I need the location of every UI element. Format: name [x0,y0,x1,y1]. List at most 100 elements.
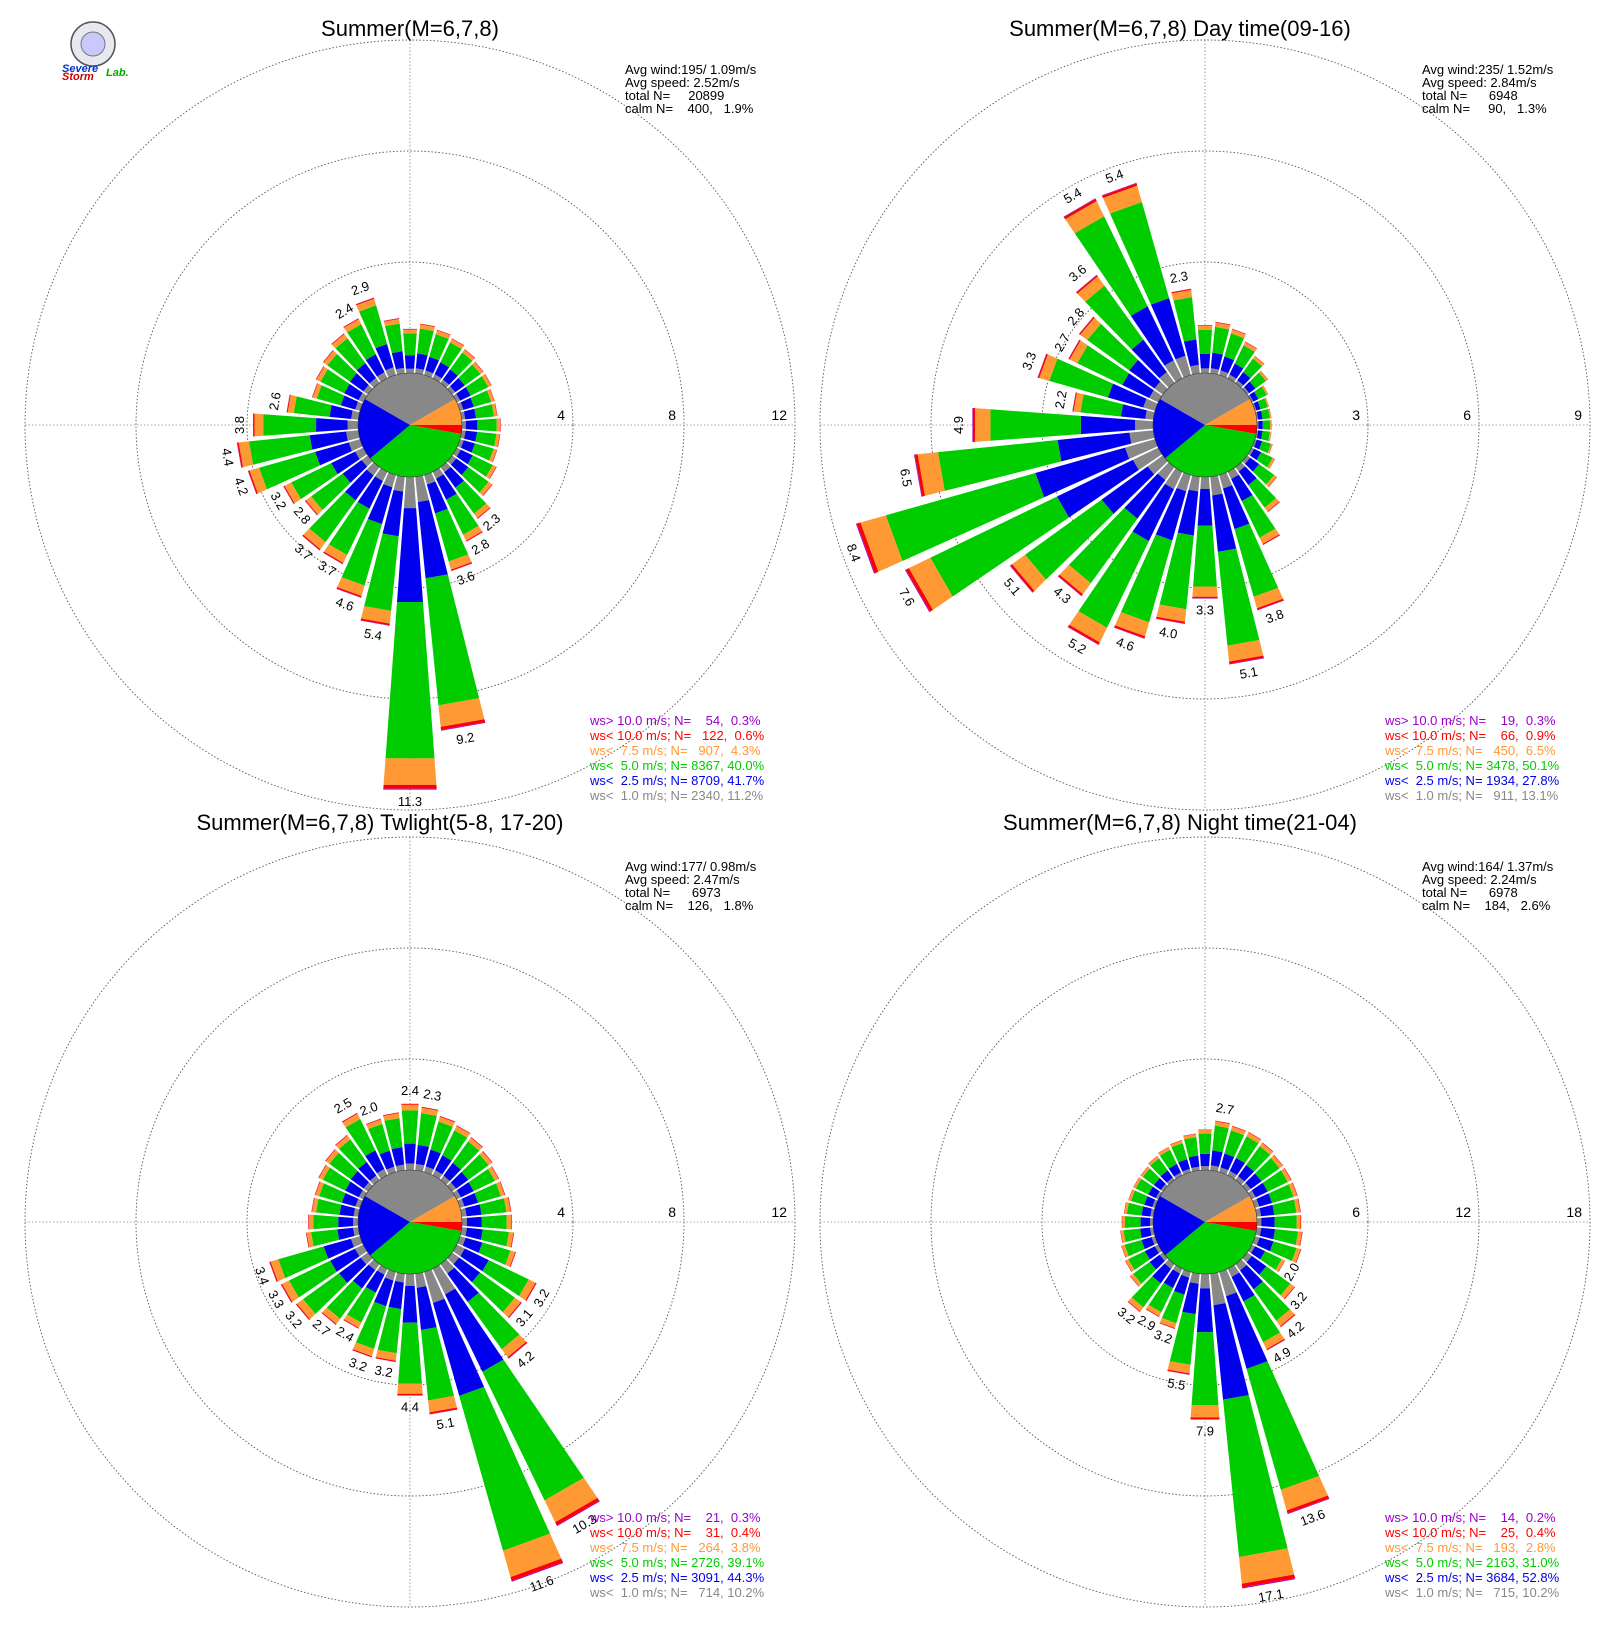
bar-30-lt10 [1248,1132,1262,1140]
bar-90-lt2_5 [465,420,478,430]
bar-230-gt10 [304,500,318,516]
bar-150-lt2_5 [1231,474,1253,502]
bar-190-lt7_5 [1156,604,1187,622]
bar-350-lt10 [382,1112,399,1116]
bar-330-lt1 [1164,360,1183,382]
bar-value-label: 5.5 [1166,1375,1186,1393]
bar-40-lt1 [1235,1176,1245,1185]
bar-350-lt10 [383,318,400,322]
bar-230-lt10 [296,1303,311,1320]
bar-100-lt5 [475,431,497,447]
bar-140-lt10 [507,1341,528,1359]
bar-value-label: 5.1 [1238,664,1258,682]
bar-220-lt5 [1068,507,1138,584]
bar-140-lt7_5 [501,1334,527,1358]
bar-310-lt1 [363,1182,373,1192]
bar-270-lt10 [253,413,255,437]
bar-10-lt5 [1212,1125,1229,1153]
bar-220-lt1 [1164,1259,1175,1269]
bar-250-gt10 [855,523,875,574]
bar-70-gt10 [490,388,495,402]
bar-value-label: 3.2 [347,1354,369,1374]
bar-value-label: 3.8 [232,416,247,434]
bar-240-lt1 [1154,1244,1162,1254]
bar-50-gt10 [1260,370,1269,380]
bar-50-lt7_5 [1258,370,1268,381]
hub-outline [1152,1169,1258,1275]
bar-260-lt1 [353,1227,360,1237]
bar-340-gt10 [1101,182,1137,196]
bar-270-lt2_5 [338,1216,354,1228]
bar-330-lt10 [1063,198,1097,220]
bar-210-lt10 [343,1319,359,1329]
bar-170-lt7_5 [428,1395,457,1413]
legend-entry-lt7_5: ws< 7.5 m/s; N= 193, 2.8% [1384,1540,1556,1555]
bar-240-gt10 [905,569,931,613]
bar-270-lt5 [1124,1216,1141,1228]
bar-120-lt10 [1278,1260,1286,1272]
bar-280-lt2_5 [1141,1206,1152,1217]
bar-330-lt5 [1074,216,1148,316]
bar-350-gt10 [1171,288,1192,293]
bar-220-lt10 [302,534,321,551]
bar-70-gt10 [500,1181,506,1196]
bar-100-gt10 [497,434,501,448]
bar-60-lt2_5 [456,387,471,401]
ring-label: 6 [1352,1204,1360,1220]
bar-120-lt7_5 [1267,457,1275,469]
bar-330-lt1 [1174,1172,1183,1179]
bar-170-lt2_5 [1213,1303,1249,1400]
bar-30-gt10 [1245,341,1258,349]
bar-140-lt2_5 [447,1267,479,1302]
bar-50-lt2_5 [450,377,465,393]
bar-320-gt10 [1075,274,1097,293]
bar-40-lt5 [1243,358,1263,379]
bar-230-lt7_5 [296,1299,316,1320]
bar-70-lt10 [499,1181,506,1196]
bar-200-gt10 [1159,1323,1175,1329]
bar-180-lt5 [1193,525,1217,587]
bar-250-lt5 [259,451,321,490]
bar-value-label: 3.2 [1152,1327,1174,1347]
bar-170-lt10 [1229,655,1264,664]
bar-40-lt2_5 [1237,372,1251,386]
stat-line: Avg wind:164/ 1.37m/s [1422,859,1554,874]
bar-20-lt5 [430,1121,453,1154]
bar-100-lt7_5 [1295,1231,1303,1246]
bar-50-lt2_5 [1245,1173,1262,1189]
bar-120-gt10 [1278,1260,1286,1273]
bar-350-lt5 [384,323,403,354]
bar-210-lt5 [1148,1282,1174,1313]
bar-290-lt5 [319,1183,346,1203]
bar-310-lt10 [1140,1166,1149,1176]
panel-title: Summer(M=6,7,8) [321,16,499,41]
bar-330-lt2_5 [365,1150,385,1174]
bar-120-lt7_5 [486,465,497,479]
ring-label: 3 [1352,407,1360,423]
bar-100-lt7_5 [494,433,500,448]
bar-160-lt1 [424,472,436,485]
bar-280-lt10 [311,1197,315,1213]
bar-90-lt10 [510,1214,512,1230]
bar-70-lt10 [1265,397,1270,407]
bar-250-gt10 [247,470,257,495]
ring-label: 4 [557,1204,565,1220]
bar-310-gt10 [322,350,334,363]
bar-150-lt10 [1266,1338,1286,1351]
bar-60-lt5 [465,376,489,396]
bar-110-lt1 [457,439,464,448]
bar-0-lt2_5 [1199,1153,1211,1167]
bar-0-lt5 [1198,1133,1212,1154]
bar-120-gt10 [489,466,497,480]
bar-310-lt5 [1142,1168,1160,1186]
bar-290-lt7_5 [1039,354,1058,381]
hub-slice-lt5 [370,425,462,477]
bar-70-lt5 [1257,398,1268,410]
bar-280-lt5 [293,396,332,417]
bar-230-lt5 [311,473,351,511]
bar-150-lt2_5 [1231,1272,1255,1302]
ring-label: 4 [557,407,565,423]
bar-220-lt10 [1058,574,1083,596]
bar-value-label: 2.8 [469,536,492,558]
bar-value-label: 4.4 [401,1400,419,1415]
